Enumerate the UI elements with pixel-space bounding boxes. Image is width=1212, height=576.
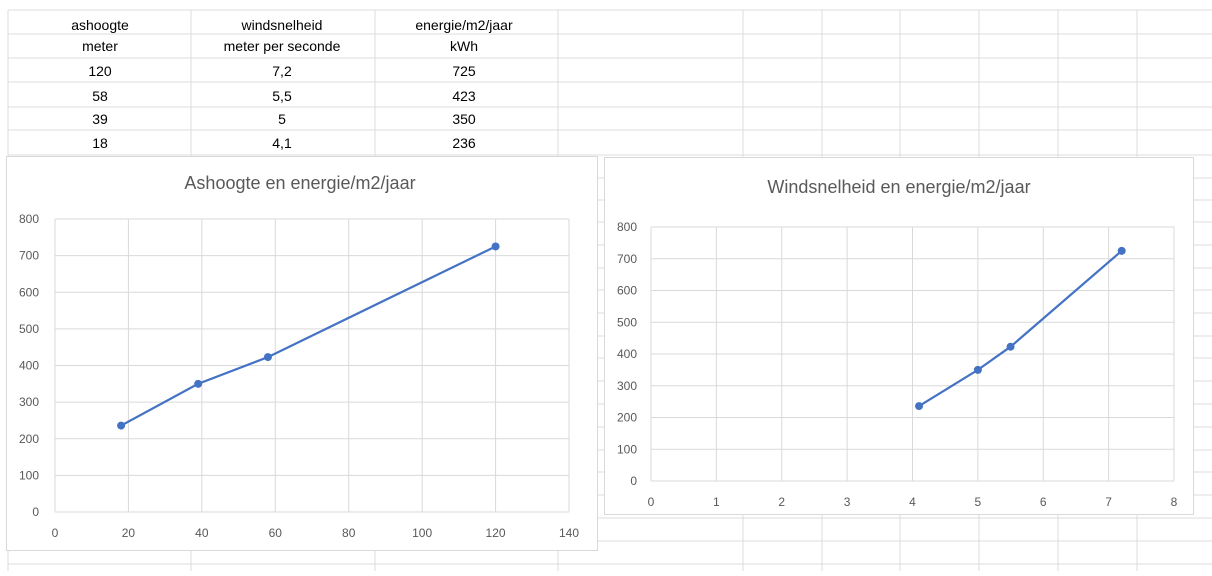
chart0-x-tick-label: 0 bbox=[52, 526, 59, 540]
chart1-y-tick-label: 200 bbox=[617, 411, 637, 425]
chart1-x-tick-label: 2 bbox=[778, 495, 785, 509]
chart0-data-point bbox=[117, 421, 126, 430]
chart0-x-tick-label: 80 bbox=[342, 526, 356, 540]
unit-ashoogte[interactable]: meter bbox=[82, 38, 118, 54]
chart0-y-tick-label: 700 bbox=[19, 249, 39, 263]
chart0-y-tick-label: 500 bbox=[19, 322, 39, 336]
chart0-x-tick-label: 40 bbox=[195, 526, 209, 540]
chart1-data-point bbox=[973, 365, 982, 374]
chart1-y-tick-label: 400 bbox=[617, 347, 637, 361]
chart0-data-point bbox=[263, 353, 272, 362]
chart-windsnelheid-plot: Windsnelheid en energie/m2/jaar010020030… bbox=[617, 177, 1178, 509]
chart0-y-tick-label: 600 bbox=[19, 285, 39, 299]
chart0-y-tick-label: 800 bbox=[19, 212, 39, 226]
chart1-y-tick-label: 700 bbox=[617, 252, 637, 266]
chart0-y-tick-label: 200 bbox=[19, 432, 39, 446]
unit-windsnelheid[interactable]: meter per seconde bbox=[223, 38, 341, 54]
cell-energie-row4[interactable]: 236 bbox=[452, 135, 476, 151]
chart1-y-tick-label: 0 bbox=[630, 474, 637, 488]
chart1-data-point bbox=[1117, 246, 1126, 255]
cell-ashoogte-row1[interactable]: 120 bbox=[88, 63, 112, 79]
chart-windsnelheid[interactable]: Windsnelheid en energie/m2/jaar 0 100 200 30… bbox=[604, 157, 1194, 515]
chart0-x-tick-label: 140 bbox=[559, 526, 579, 540]
cell-windsnelheid-row3[interactable]: 5 bbox=[278, 111, 286, 127]
chart0-x-tick-label: 120 bbox=[486, 526, 506, 540]
chart0-series-line bbox=[120, 245, 497, 427]
cell-windsnelheid-row4[interactable]: 4,1 bbox=[272, 135, 292, 151]
header-windsnelheid[interactable]: windsnelheid bbox=[241, 17, 323, 33]
chart0-x-tick-label: 20 bbox=[122, 526, 136, 540]
chart1-x-tick-label: 3 bbox=[844, 495, 851, 509]
cell-ashoogte-row3[interactable]: 39 bbox=[92, 111, 108, 127]
chart1-y-tick-label: 500 bbox=[617, 315, 637, 329]
chart0-y-tick-label: 100 bbox=[19, 468, 39, 482]
chart0-y-tick-label: 400 bbox=[19, 359, 39, 373]
chart1-series-line bbox=[918, 249, 1123, 408]
chart0-y-tick-label: 0 bbox=[32, 505, 39, 519]
chart-ashoogte-plot: Ashoogte en energie/m2/jaar0100200300400… bbox=[19, 173, 579, 540]
cell-windsnelheid-row1[interactable]: 7,2 bbox=[272, 63, 292, 79]
chart0-data-point bbox=[491, 242, 500, 251]
chart1-x-tick-label: 8 bbox=[1171, 495, 1178, 509]
chart1-y-tick-label: 800 bbox=[617, 220, 637, 234]
header-energie[interactable]: energie/m2/jaar bbox=[415, 17, 513, 33]
chart1-x-tick-label: 0 bbox=[648, 495, 655, 509]
cell-ashoogte-row4[interactable]: 18 bbox=[92, 135, 108, 151]
unit-energie[interactable]: kWh bbox=[450, 38, 478, 54]
header-ashoogte[interactable]: ashoogte bbox=[71, 17, 129, 33]
cell-energie-row2[interactable]: 423 bbox=[452, 88, 476, 104]
chart0-x-tick-label: 60 bbox=[269, 526, 283, 540]
chart0-title: Ashoogte en energie/m2/jaar bbox=[184, 173, 415, 193]
chart1-x-tick-label: 7 bbox=[1105, 495, 1112, 509]
cell-energie-row3[interactable]: 350 bbox=[452, 111, 476, 127]
cell-ashoogte-row2[interactable]: 58 bbox=[92, 88, 108, 104]
chart0-data-point bbox=[194, 379, 203, 388]
cell-windsnelheid-row2[interactable]: 5,5 bbox=[272, 88, 292, 104]
chart-ashoogte[interactable]: Ashoogte en energie/m2/jaar 0 100 200 300 400… bbox=[6, 156, 598, 551]
chart0-x-tick-label: 100 bbox=[412, 526, 432, 540]
chart1-data-point bbox=[1006, 342, 1015, 351]
chart1-x-tick-label: 4 bbox=[909, 495, 916, 509]
cell-energie-row1[interactable]: 725 bbox=[452, 63, 476, 79]
chart1-y-tick-label: 300 bbox=[617, 379, 637, 393]
chart1-x-tick-label: 6 bbox=[1040, 495, 1047, 509]
chart0-y-tick-label: 300 bbox=[19, 395, 39, 409]
chart1-x-tick-label: 1 bbox=[713, 495, 720, 509]
chart1-y-tick-label: 600 bbox=[617, 284, 637, 298]
chart1-y-tick-label: 100 bbox=[617, 442, 637, 456]
chart1-x-tick-label: 5 bbox=[975, 495, 982, 509]
chart1-data-point bbox=[915, 402, 924, 411]
chart1-title: Windsnelheid en energie/m2/jaar bbox=[767, 177, 1030, 197]
